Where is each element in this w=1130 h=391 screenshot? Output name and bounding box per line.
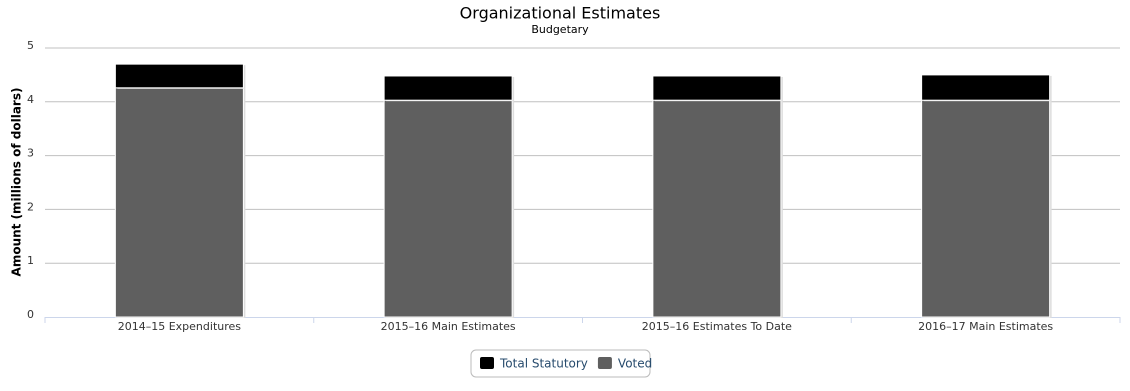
legend-swatch[interactable] xyxy=(480,357,494,369)
bar-segment xyxy=(114,87,244,318)
chart-subtitle: Budgetary xyxy=(531,23,589,36)
bar-segment xyxy=(921,99,1051,318)
bar-segment xyxy=(921,74,1051,101)
y-tick-label: 0 xyxy=(27,308,34,321)
bar-segment xyxy=(652,75,782,101)
legend-swatch[interactable] xyxy=(597,357,612,369)
bar-segment xyxy=(383,75,513,101)
y-tick-label: 2 xyxy=(27,200,34,213)
bar-segment xyxy=(652,99,782,318)
x-tick-label: 2014–15 Expenditures xyxy=(118,320,242,333)
y-tick-label: 1 xyxy=(27,254,34,267)
x-tick-label: 2015–16 Main Estimates xyxy=(381,320,516,333)
y-tick-label: 3 xyxy=(27,147,34,160)
bar-segment xyxy=(114,63,244,89)
legend-box xyxy=(470,349,651,378)
chart-title: Organizational Estimates xyxy=(460,4,661,23)
y-axis-label: Amount (millions of dollars) xyxy=(10,88,24,277)
legend-label[interactable]: Total Statutory xyxy=(499,357,588,371)
bar-segment xyxy=(383,99,513,318)
x-tick-label: 2016–17 Main Estimates xyxy=(918,320,1053,333)
y-tick-label: 4 xyxy=(27,93,34,106)
x-tick-label: 2015–16 Estimates To Date xyxy=(642,320,792,333)
y-tick-label: 5 xyxy=(27,39,34,52)
legend-label[interactable]: Voted xyxy=(618,357,652,371)
